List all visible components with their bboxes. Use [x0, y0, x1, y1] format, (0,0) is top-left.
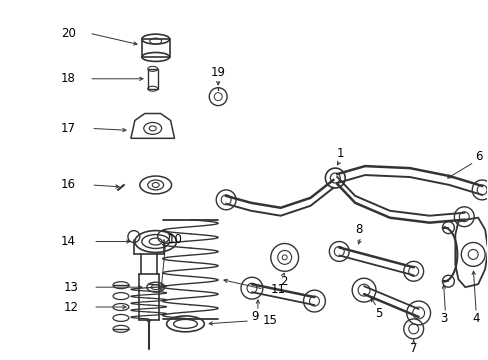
Text: 7: 7	[409, 342, 417, 355]
Bar	[142, 39, 169, 57]
Text: 11: 11	[270, 283, 285, 296]
Text: 20: 20	[61, 27, 76, 40]
Text: 18: 18	[61, 72, 76, 85]
Text: 13: 13	[64, 281, 79, 294]
Text: 3: 3	[439, 312, 446, 325]
Text: 1: 1	[336, 147, 343, 160]
Text: 14: 14	[61, 235, 76, 248]
Text: 15: 15	[262, 314, 277, 327]
Text: 9: 9	[251, 310, 258, 323]
Text: 8: 8	[355, 223, 362, 236]
Bar	[147, 69, 157, 89]
Text: 12: 12	[64, 301, 79, 314]
Text: 16: 16	[61, 179, 76, 192]
Text: 10: 10	[168, 233, 183, 246]
Text: 19: 19	[210, 66, 225, 79]
Text: 17: 17	[61, 122, 76, 135]
Text: 5: 5	[374, 307, 382, 320]
Text: 6: 6	[474, 150, 482, 163]
Text: 2: 2	[279, 275, 287, 288]
Text: 4: 4	[471, 312, 479, 325]
